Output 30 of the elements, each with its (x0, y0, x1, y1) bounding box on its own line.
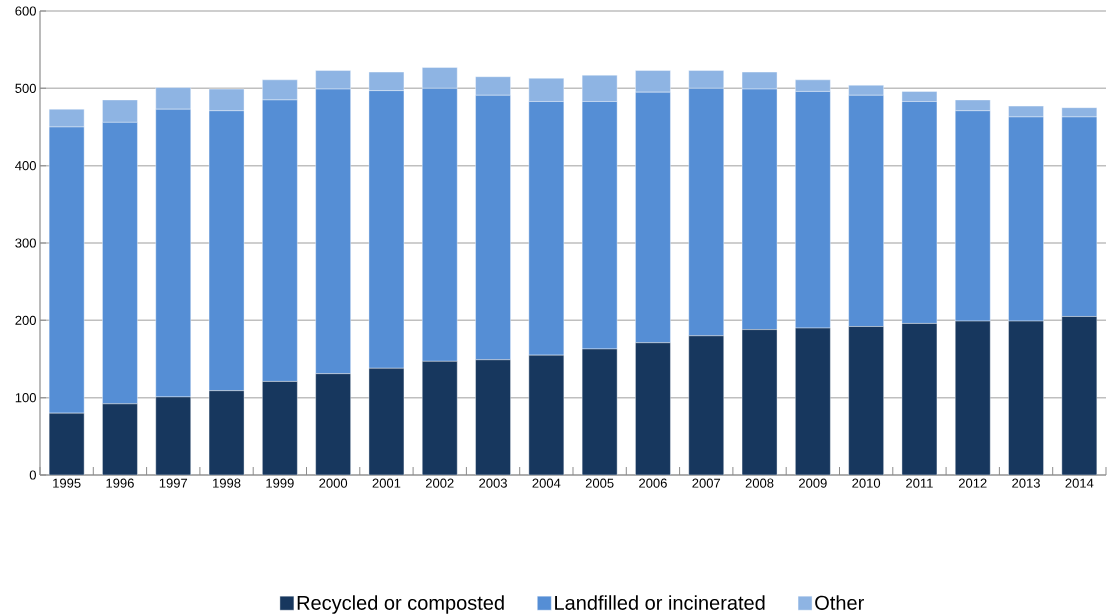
x-tick-label: 2012 (958, 478, 987, 488)
x-tick-label: 2009 (799, 478, 827, 488)
x-tick-label: 2011 (906, 478, 933, 488)
x-tick-label: 2004 (532, 478, 561, 488)
x-tick-label: 2002 (425, 478, 454, 488)
x-tick-label: 2013 (1012, 478, 1040, 488)
x-tick-label: 1996 (106, 478, 134, 488)
x-tick-label: 2007 (692, 478, 721, 488)
x-tick-label: 2000 (319, 478, 348, 488)
x-tick-label: 1995 (53, 478, 81, 488)
x-tick-label: 2010 (852, 478, 881, 488)
x-tick-label: 2006 (639, 478, 667, 488)
y-tick-label: 200 (15, 315, 36, 325)
y-tick-label: 300 (15, 238, 36, 248)
y-tick-label: 100 (15, 392, 36, 403)
x-tick-label: 2001 (372, 478, 401, 488)
y-tick-label: 600 (15, 6, 36, 16)
legend-label: Landfilled or incinerated (555, 595, 765, 610)
x-tick-label: 1999 (266, 478, 294, 488)
x-tick-label: 1997 (159, 478, 188, 488)
x-tick-label: 2005 (585, 478, 614, 488)
x-tick-label: 1998 (213, 478, 241, 488)
legend-label: Other (815, 595, 864, 610)
y-tick-label: 400 (15, 160, 36, 171)
legend-label: Recycled or composted (297, 595, 504, 614)
y-tick-label: 500 (15, 83, 36, 93)
x-tick-label: 2003 (479, 478, 507, 488)
y-tick-label: 0 (29, 470, 36, 480)
x-tick-label: 2008 (745, 478, 774, 488)
x-tick-label: 2014 (1065, 478, 1094, 488)
